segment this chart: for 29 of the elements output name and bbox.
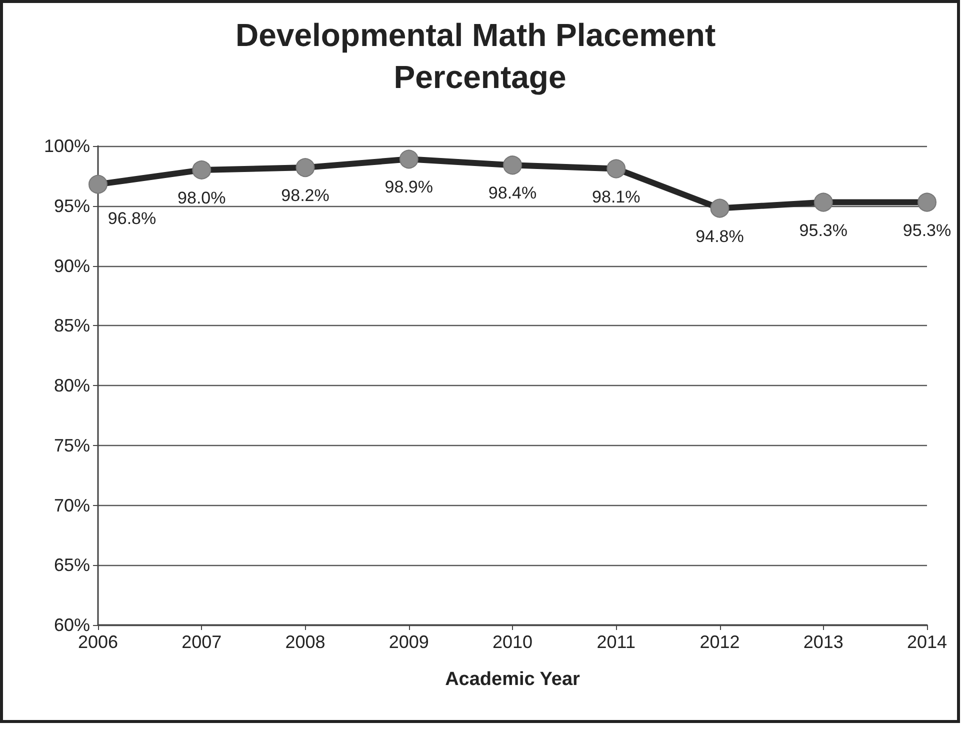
y-tick-label: 70% [54,495,90,516]
data-label: 94.8% [696,226,744,246]
x-tick-label: 2008 [285,632,326,652]
x-tick-label: 2010 [492,632,533,652]
data-label: 96.8% [108,208,156,228]
y-tick-label: 100% [44,136,90,156]
y-tick-label: 80% [54,376,90,396]
data-label: 95.3% [902,220,952,240]
x-axis-title: Academic Year [445,669,581,690]
x-tick-label: 2009 [388,632,429,652]
data-label: 98.1% [592,187,640,206]
x-tick-label: 2006 [78,632,118,652]
y-tick-label: 90% [54,256,90,276]
y-tick-label: 85% [54,316,90,336]
x-tick-label: 2012 [700,632,740,652]
data-label: 98.4% [488,184,537,203]
y-tick-label: 65% [54,555,90,576]
x-tick-label: 2013 [803,632,844,652]
y-tick-label: 95% [54,196,90,216]
data-label: 98.0% [178,188,226,208]
x-tick-label: 2014 [906,632,948,652]
x-tick-label: 2011 [596,632,636,652]
data-label: 98.9% [384,178,433,197]
y-tick-label: 60% [54,615,90,635]
data-label: 95.3% [799,220,848,240]
x-tick-label: 2007 [182,632,222,652]
y-tick-label: 75% [54,435,90,456]
data-label: 98.2% [281,186,330,206]
chart-title: Developmental Math Placement Percentage [235,17,725,95]
